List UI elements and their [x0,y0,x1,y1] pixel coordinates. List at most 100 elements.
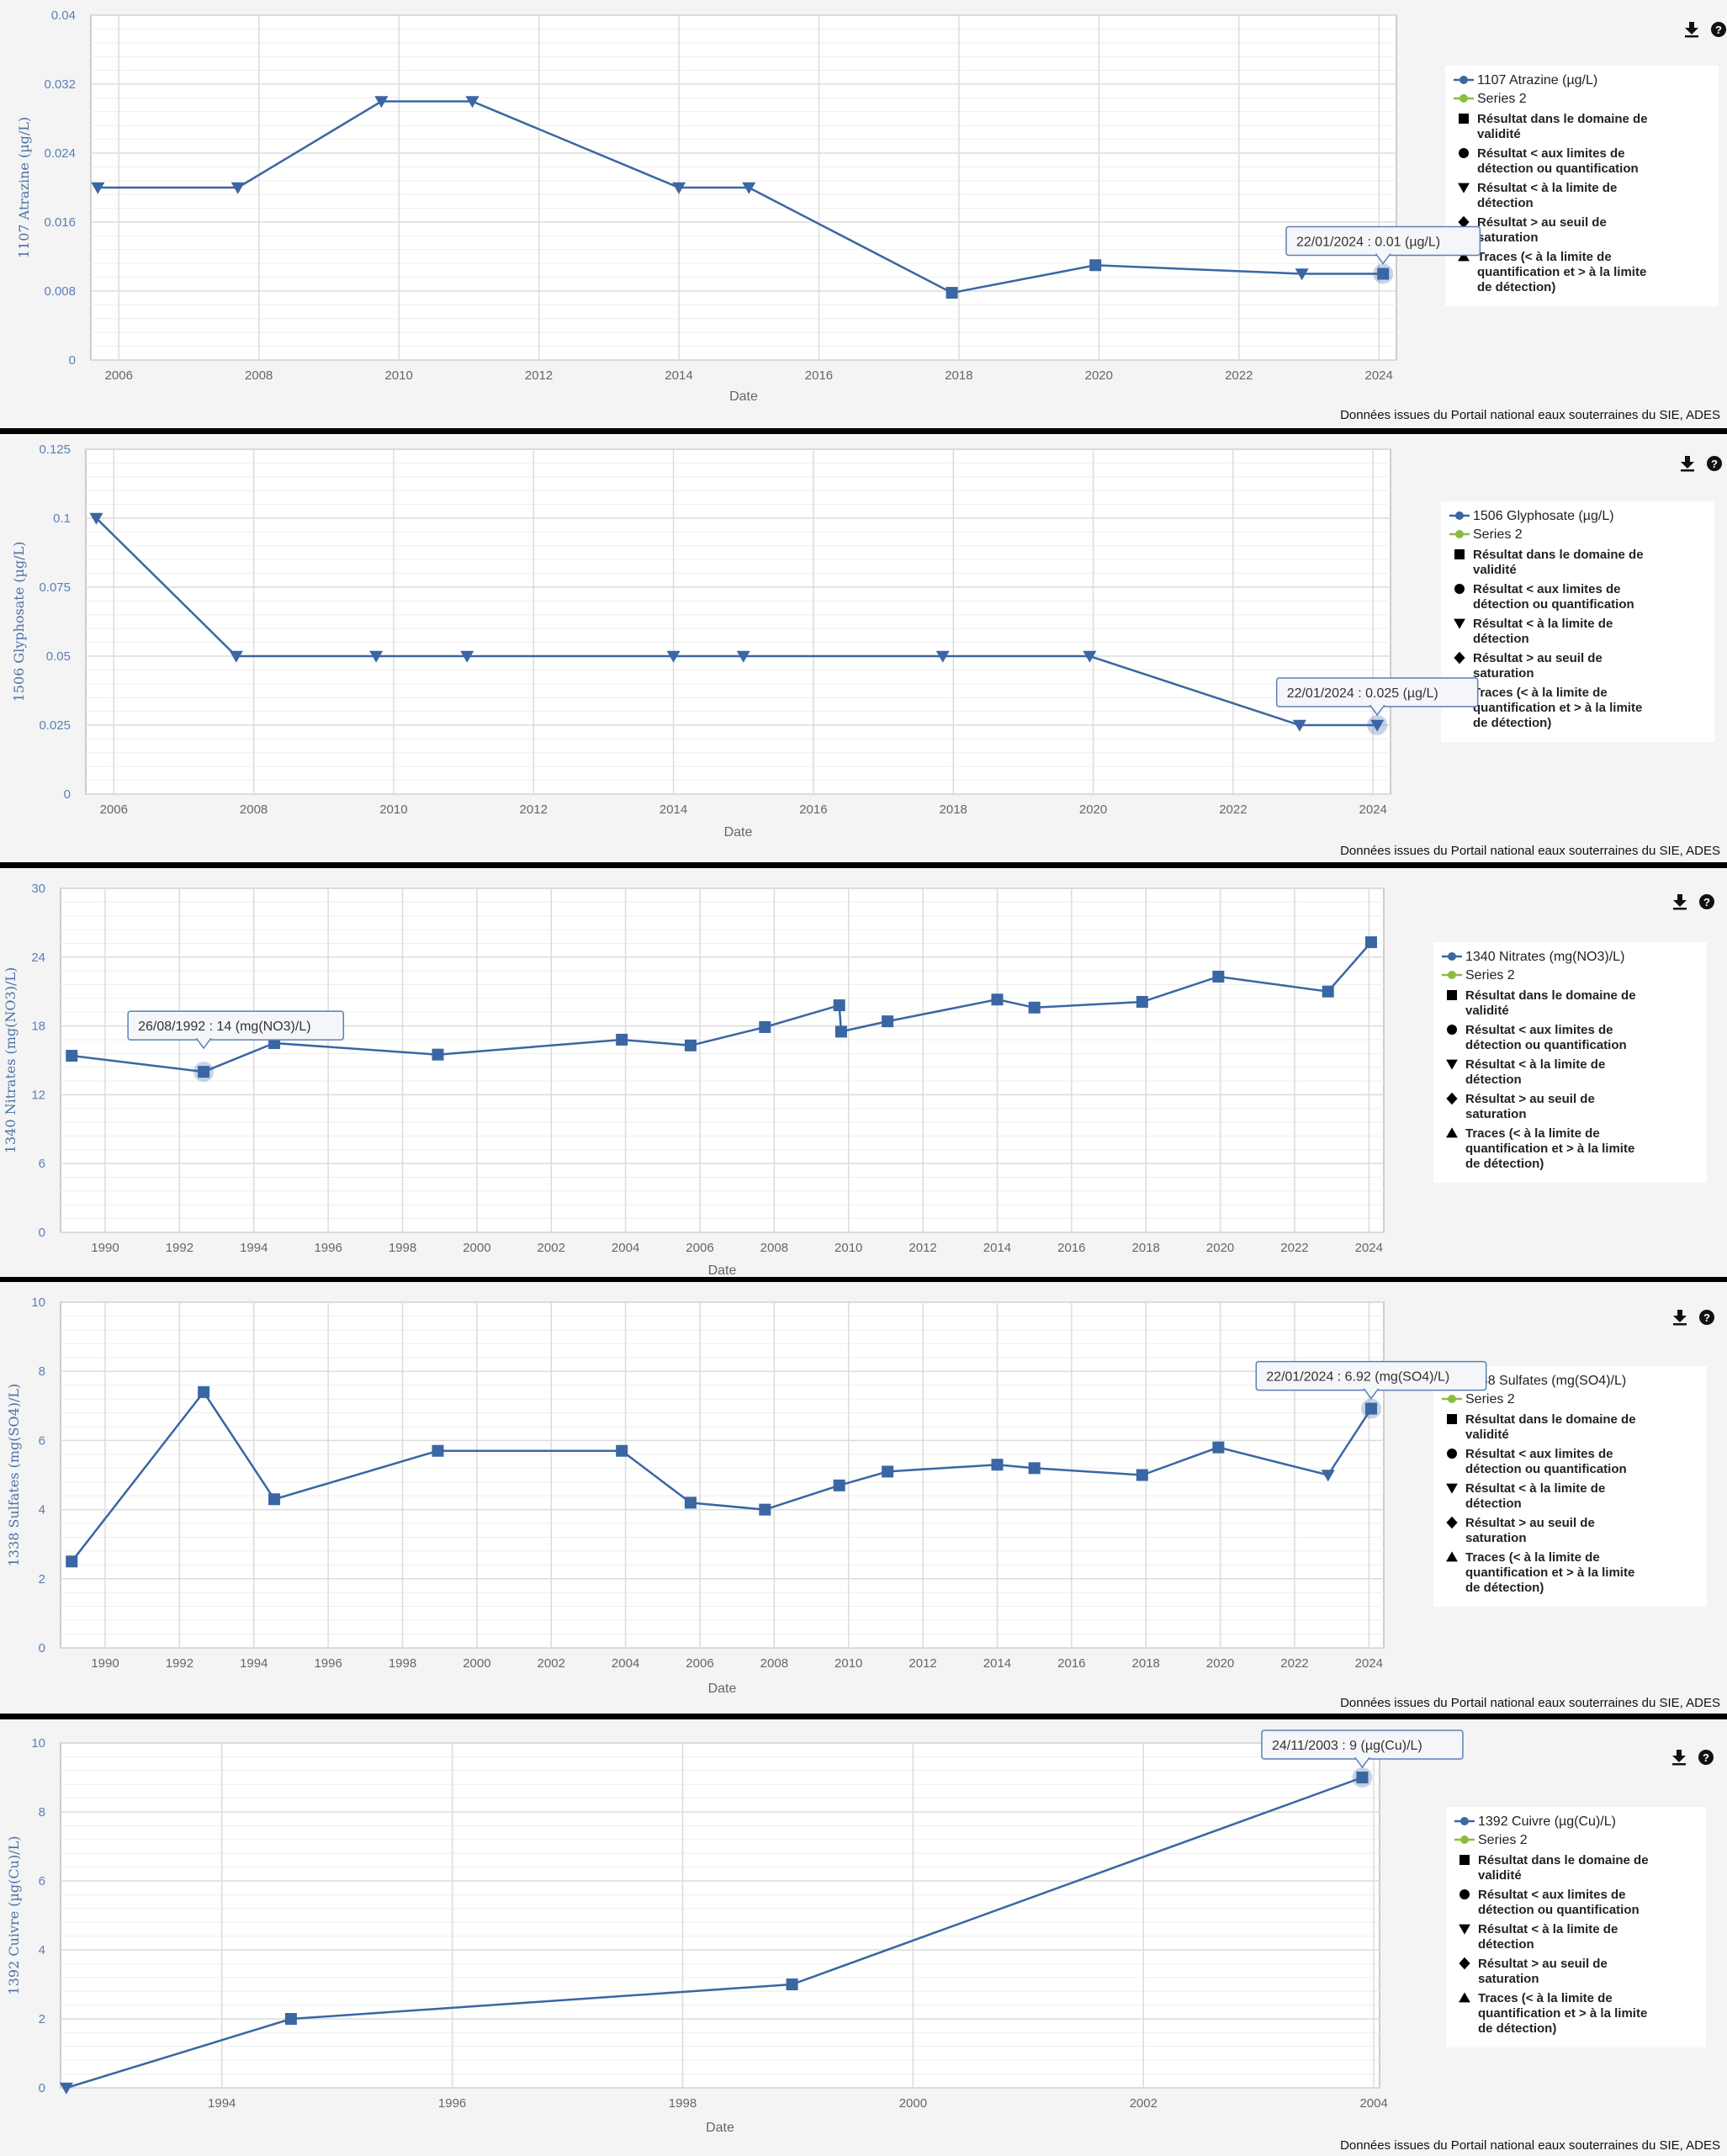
data-point[interactable] [1292,719,1306,732]
legend-symbol-diamond[interactable] [1459,1957,1470,1970]
data-point[interactable] [1364,1402,1377,1415]
legend-symbol-triangle-down[interactable] [1459,1924,1470,1935]
data-point[interactable] [742,182,756,194]
download-icon[interactable] [1681,456,1694,472]
legend-item-series-2[interactable]: Series 2 [1442,968,1515,983]
series-line[interactable] [72,941,1372,1073]
data-point[interactable] [284,2013,297,2025]
legend-symbol-circle[interactable] [1459,148,1469,158]
legend-symbol-square[interactable] [1447,1414,1457,1424]
data-point[interactable] [432,1048,444,1061]
data-point[interactable] [1028,1462,1041,1475]
legend-symbol-diamond[interactable] [1446,1092,1458,1105]
data-point[interactable] [1295,268,1309,281]
data-point[interactable] [432,1444,444,1457]
download-icon[interactable] [1685,22,1698,38]
data-point[interactable] [786,1979,798,1990]
legend-symbol-circle[interactable] [1454,584,1465,594]
data-point[interactable] [1370,719,1385,732]
data-point[interactable] [882,1015,894,1028]
legend-item-series-2[interactable]: Series 2 [1442,1392,1515,1406]
data-point[interactable] [991,1459,1004,1471]
data-point[interactable] [229,650,243,663]
legend-symbol-triangle-down[interactable] [1446,1059,1458,1070]
plot-area[interactable] [85,448,1391,795]
legend-symbol-diamond[interactable] [1454,651,1465,665]
help-icon[interactable]: ? [1699,1310,1714,1325]
credits[interactable]: Données issues du Portail national eaux … [1340,408,1720,422]
legend-item-series-2[interactable]: Series 2 [1449,527,1523,542]
data-point[interactable] [1136,995,1148,1008]
legend-symbol-square[interactable] [1447,990,1457,1000]
download-icon[interactable] [1673,1310,1687,1326]
legend-symbol-diamond[interactable] [1458,215,1470,229]
data-point[interactable] [66,1555,78,1568]
legend-symbol-triangle-down[interactable] [1454,618,1465,629]
data-point[interactable] [1377,268,1390,280]
data-point[interactable] [198,1066,210,1078]
data-point[interactable] [946,287,958,299]
data-point[interactable] [369,650,384,663]
legend-item-series-1[interactable]: 1506 Glyphosate (µg/L) [1449,509,1614,523]
plot-area[interactable] [60,1301,1385,1649]
data-point[interactable] [91,182,105,194]
data-point[interactable] [666,650,681,663]
legend-item-series-1[interactable]: 1392 Cuivre (µg(Cu)/L) [1454,1814,1616,1829]
data-point[interactable] [834,1025,847,1038]
legend-symbol-square[interactable] [1454,549,1465,559]
legend-symbol-triangle-up[interactable] [1458,251,1470,262]
legend-item-series-1[interactable]: 1107 Atrazine (µg/L) [1454,73,1597,87]
help-icon[interactable]: ? [1699,894,1714,909]
data-point[interactable] [684,1496,697,1509]
data-point[interactable] [1083,650,1097,663]
plot-area[interactable] [60,1742,1380,2089]
data-point[interactable] [1321,1470,1335,1482]
series-line[interactable] [98,100,1384,294]
legend-symbol-square[interactable] [1459,1855,1470,1865]
data-point[interactable] [833,999,845,1012]
credits[interactable]: Données issues du Portail national eaux … [1340,844,1720,858]
data-point[interactable] [1356,1772,1369,1783]
data-point[interactable] [465,96,479,109]
legend-symbol-triangle-down[interactable] [1458,183,1470,193]
legend-symbol-triangle-up[interactable] [1446,1551,1458,1562]
credits[interactable]: Données issues du Portail national eaux … [1340,1696,1720,1710]
legend-item-series-2[interactable]: Series 2 [1454,92,1527,106]
download-icon[interactable] [1672,1750,1686,1766]
series-line[interactable] [95,517,1378,727]
data-point[interactable] [89,512,103,525]
data-point[interactable] [1212,1441,1225,1454]
data-point[interactable] [460,650,474,663]
data-point[interactable] [1322,985,1334,998]
help-icon[interactable]: ? [1711,22,1726,37]
legend-item-series-1[interactable]: 1340 Nitrates (mg(NO3)/L) [1442,950,1624,964]
data-point[interactable] [736,650,750,663]
data-point[interactable] [230,182,245,194]
data-point[interactable] [759,1020,771,1033]
legend-item-series-2[interactable]: Series 2 [1454,1833,1528,1847]
data-point[interactable] [66,1050,78,1062]
legend-symbol-circle[interactable] [1447,1025,1457,1035]
download-icon[interactable] [1673,894,1687,910]
legend-symbol-square[interactable] [1459,114,1469,124]
